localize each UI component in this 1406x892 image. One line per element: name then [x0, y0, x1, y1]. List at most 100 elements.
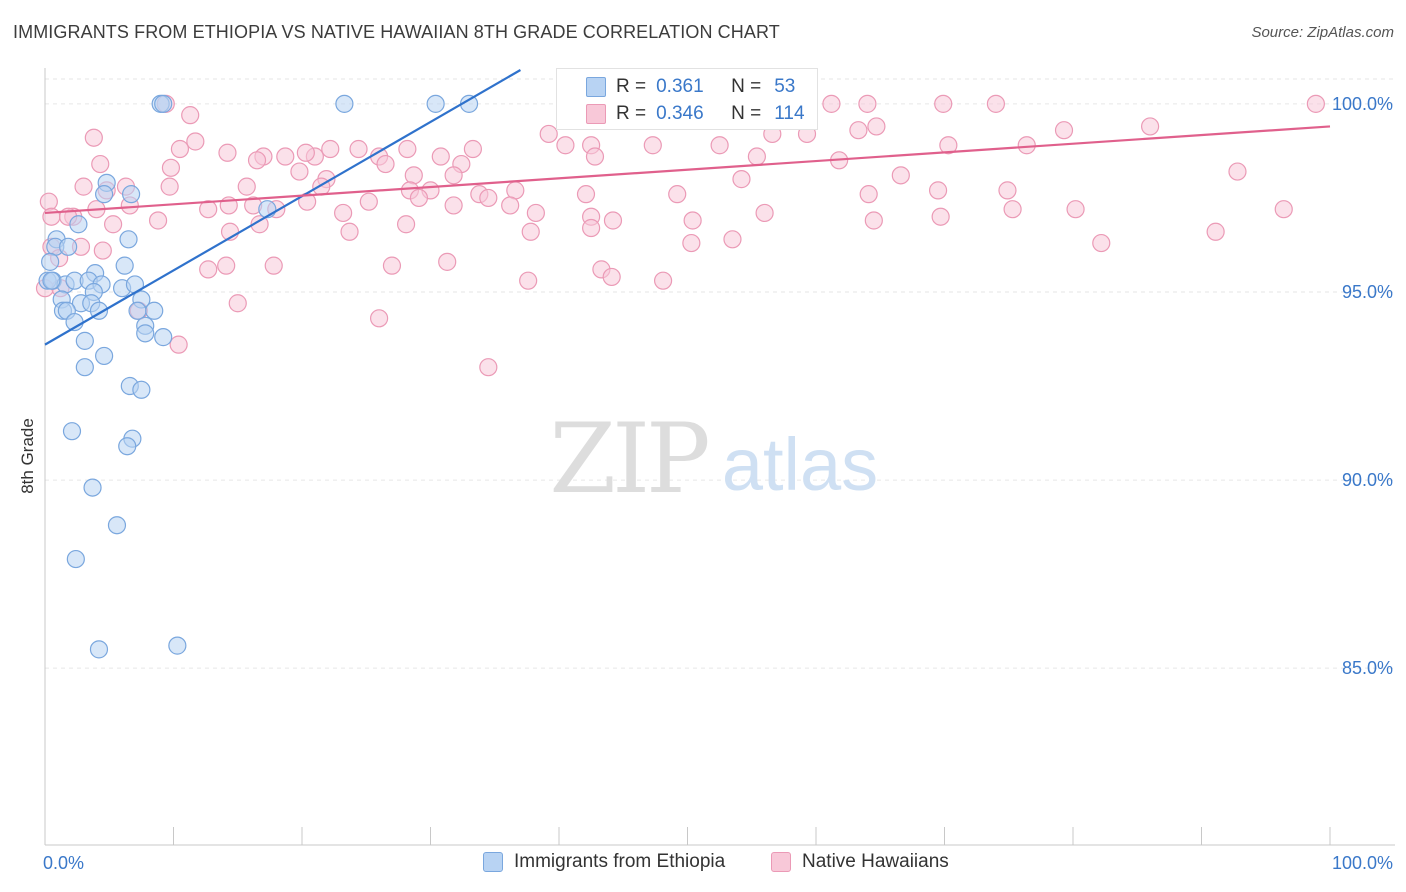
native-hawaiians-point [556, 136, 575, 155]
native-hawaiians-point [519, 271, 538, 290]
legend-swatch-hawaiians [771, 852, 791, 872]
native-hawaiians-point [382, 256, 402, 275]
native-hawaiians-point [710, 136, 729, 155]
legend-item-ethiopia[interactable]: Immigrants from Ethiopia [483, 851, 725, 873]
legend-label-ethiopia: Immigrants from Ethiopia [514, 851, 726, 872]
chart-title: IMMIGRANTS FROM ETHIOPIA VS NATIVE HAWAI… [13, 22, 780, 42]
trend-line-hawaiians [44, 125, 1331, 215]
native-hawaiians-point [444, 166, 463, 185]
native-hawaiians-point [526, 203, 545, 223]
ethiopia-point [66, 549, 85, 569]
native-hawaiians-point [643, 136, 662, 155]
native-hawaiians-point [1054, 121, 1074, 140]
native-hawaiians-point [934, 94, 953, 113]
native-hawaiians-point [404, 166, 423, 185]
stats-row-ethiopia: R = 0.361 N = 53 [557, 74, 795, 100]
native-hawaiians-point [1306, 94, 1325, 113]
ethiopia-point [154, 328, 173, 347]
ethiopia-point [75, 358, 94, 377]
trend-lines [44, 69, 1331, 346]
ethiopia-point [41, 252, 60, 271]
native-hawaiians-point [864, 211, 883, 230]
native-hawaiians-point [521, 222, 540, 241]
native-hawaiians-point [1274, 200, 1293, 219]
trend-line-ethiopia [44, 69, 522, 346]
stats-swatch-ethiopia [586, 77, 606, 97]
y-tick-label: 100.0% [1332, 94, 1393, 114]
native-hawaiians-point [91, 154, 110, 174]
ethiopia-point [335, 94, 354, 113]
ethiopia-point [62, 422, 82, 441]
native-hawaiians-point [603, 211, 623, 230]
native-hawaiians-point [84, 128, 103, 147]
bottom-legend: Immigrants from Ethiopia Native Hawaiian… [0, 851, 1406, 879]
ethiopia-point [95, 185, 114, 204]
legend-swatch-ethiopia [483, 852, 503, 872]
native-hawaiians-point [199, 260, 218, 279]
native-hawaiians-point [755, 203, 774, 223]
native-hawaiians-point [1140, 117, 1160, 136]
native-hawaiians-point [576, 185, 596, 204]
ethiopia-point [119, 230, 138, 249]
native-hawaiians-point [199, 200, 218, 219]
native-hawaiians-point [370, 309, 389, 328]
ethiopia-point [75, 331, 94, 350]
legend-label-hawaiians: Native Hawaiians [802, 851, 949, 872]
native-hawaiians-point [349, 139, 368, 159]
native-hawaiians-point [539, 124, 558, 144]
native-hawaiians-point [160, 177, 179, 196]
watermark-zip: ZIP [549, 403, 708, 515]
ethiopia-point [154, 94, 173, 113]
native-hawaiians-point [858, 94, 877, 113]
native-hawaiians-point [1003, 200, 1022, 219]
ethiopia-point [89, 640, 109, 659]
native-hawaiians-point [1206, 222, 1225, 241]
ethiopia-point [59, 237, 78, 256]
native-hawaiians-point [376, 154, 395, 174]
native-hawaiians-point [217, 256, 236, 275]
watermark: ZIP atlas [549, 403, 878, 515]
native-hawaiians-point [431, 147, 450, 166]
ethiopia-point [121, 185, 141, 204]
stats-r-label: R = [616, 103, 647, 124]
native-hawaiians-point [181, 106, 200, 125]
legend-item-hawaiians[interactable]: Native Hawaiians [771, 851, 949, 873]
y-tick-label: 90.0% [1342, 470, 1393, 490]
ethiopia-points [38, 94, 479, 659]
native-hawaiians-point [822, 94, 841, 113]
ethiopia-point [115, 256, 134, 275]
native-hawaiians-point [723, 230, 742, 249]
native-hawaiians-point [479, 358, 498, 377]
native-hawaiians-point [93, 241, 112, 260]
stats-n-value-ethiopia: 53 [774, 76, 796, 97]
native-hawaiians-point [501, 196, 520, 215]
native-hawaiians-point [849, 121, 868, 140]
native-hawaiians-point [42, 207, 61, 226]
y-tick-label: 95.0% [1342, 282, 1393, 302]
stats-n-label: N = [731, 76, 762, 97]
native-hawaiians-point [444, 196, 463, 215]
native-hawaiians-point [398, 139, 417, 159]
native-hawaiians-point [891, 166, 910, 185]
native-hawaiians-point [747, 147, 766, 166]
watermark-atlas: atlas [722, 423, 878, 506]
ethiopia-point [83, 478, 102, 497]
native-hawaiians-point [683, 211, 702, 230]
native-hawaiians-points [35, 94, 1325, 377]
native-hawaiians-point [585, 147, 605, 166]
native-hawaiians-point [264, 256, 283, 275]
stats-row-hawaiians: R = 0.346 N = 114 [557, 101, 805, 127]
y-axis-title: 8th Grade [18, 418, 37, 494]
stats-n-label: N = [731, 103, 762, 124]
native-hawaiians-point [340, 222, 359, 241]
native-hawaiians-point [396, 215, 416, 234]
ethiopia-point [42, 271, 61, 290]
native-hawaiians-point [438, 252, 457, 271]
native-hawaiians-point [463, 139, 483, 159]
native-hawaiians-point [1066, 200, 1085, 219]
native-hawaiians-point [409, 188, 429, 208]
native-hawaiians-point [247, 151, 267, 170]
native-hawaiians-point [931, 207, 950, 226]
axis-labels: 85.0% 90.0% 95.0% 100.0% 0.0% 100.0% 8th Grade [18, 94, 1393, 873]
